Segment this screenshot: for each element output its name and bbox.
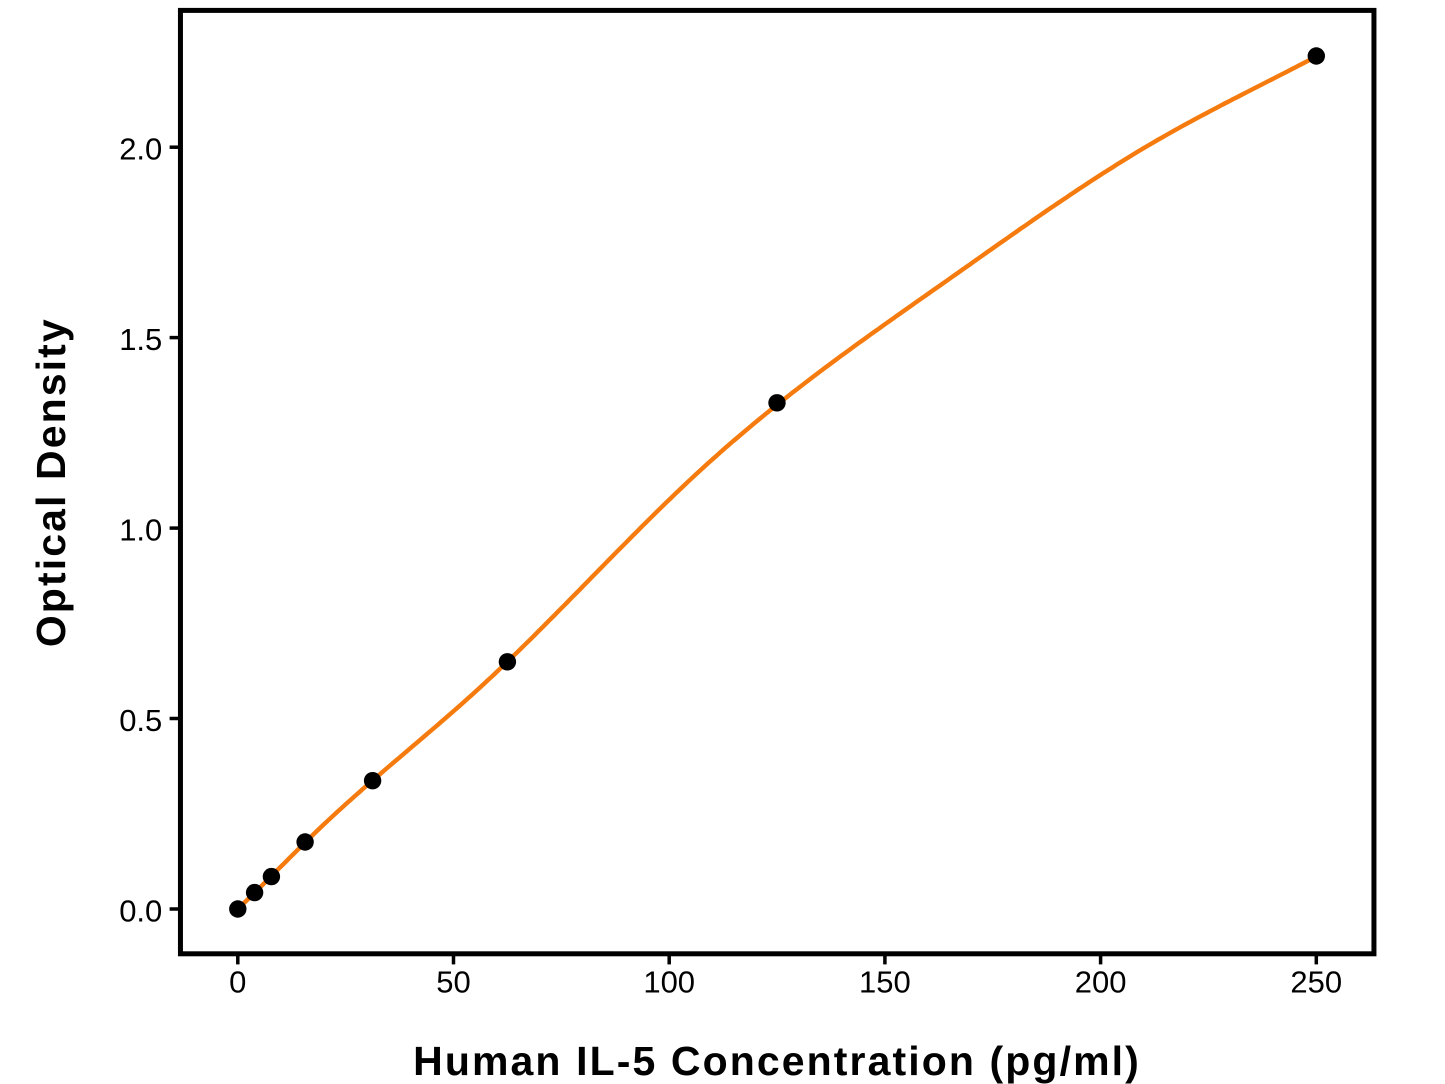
svg-text:Human IL-5 Concentration (pg/m: Human IL-5 Concentration (pg/ml)	[413, 1038, 1141, 1084]
svg-text:Optical Density: Optical Density	[28, 317, 74, 647]
svg-text:250: 250	[1290, 964, 1342, 999]
svg-text:100: 100	[643, 964, 695, 999]
svg-text:150: 150	[859, 964, 911, 999]
svg-text:1.5: 1.5	[119, 322, 162, 357]
svg-text:1.0: 1.0	[119, 512, 162, 547]
svg-text:0.5: 0.5	[119, 703, 162, 738]
svg-text:0: 0	[229, 964, 246, 999]
svg-text:2.0: 2.0	[119, 132, 162, 167]
svg-text:200: 200	[1075, 964, 1127, 999]
svg-text:50: 50	[436, 964, 470, 999]
svg-text:0.0: 0.0	[119, 893, 162, 928]
